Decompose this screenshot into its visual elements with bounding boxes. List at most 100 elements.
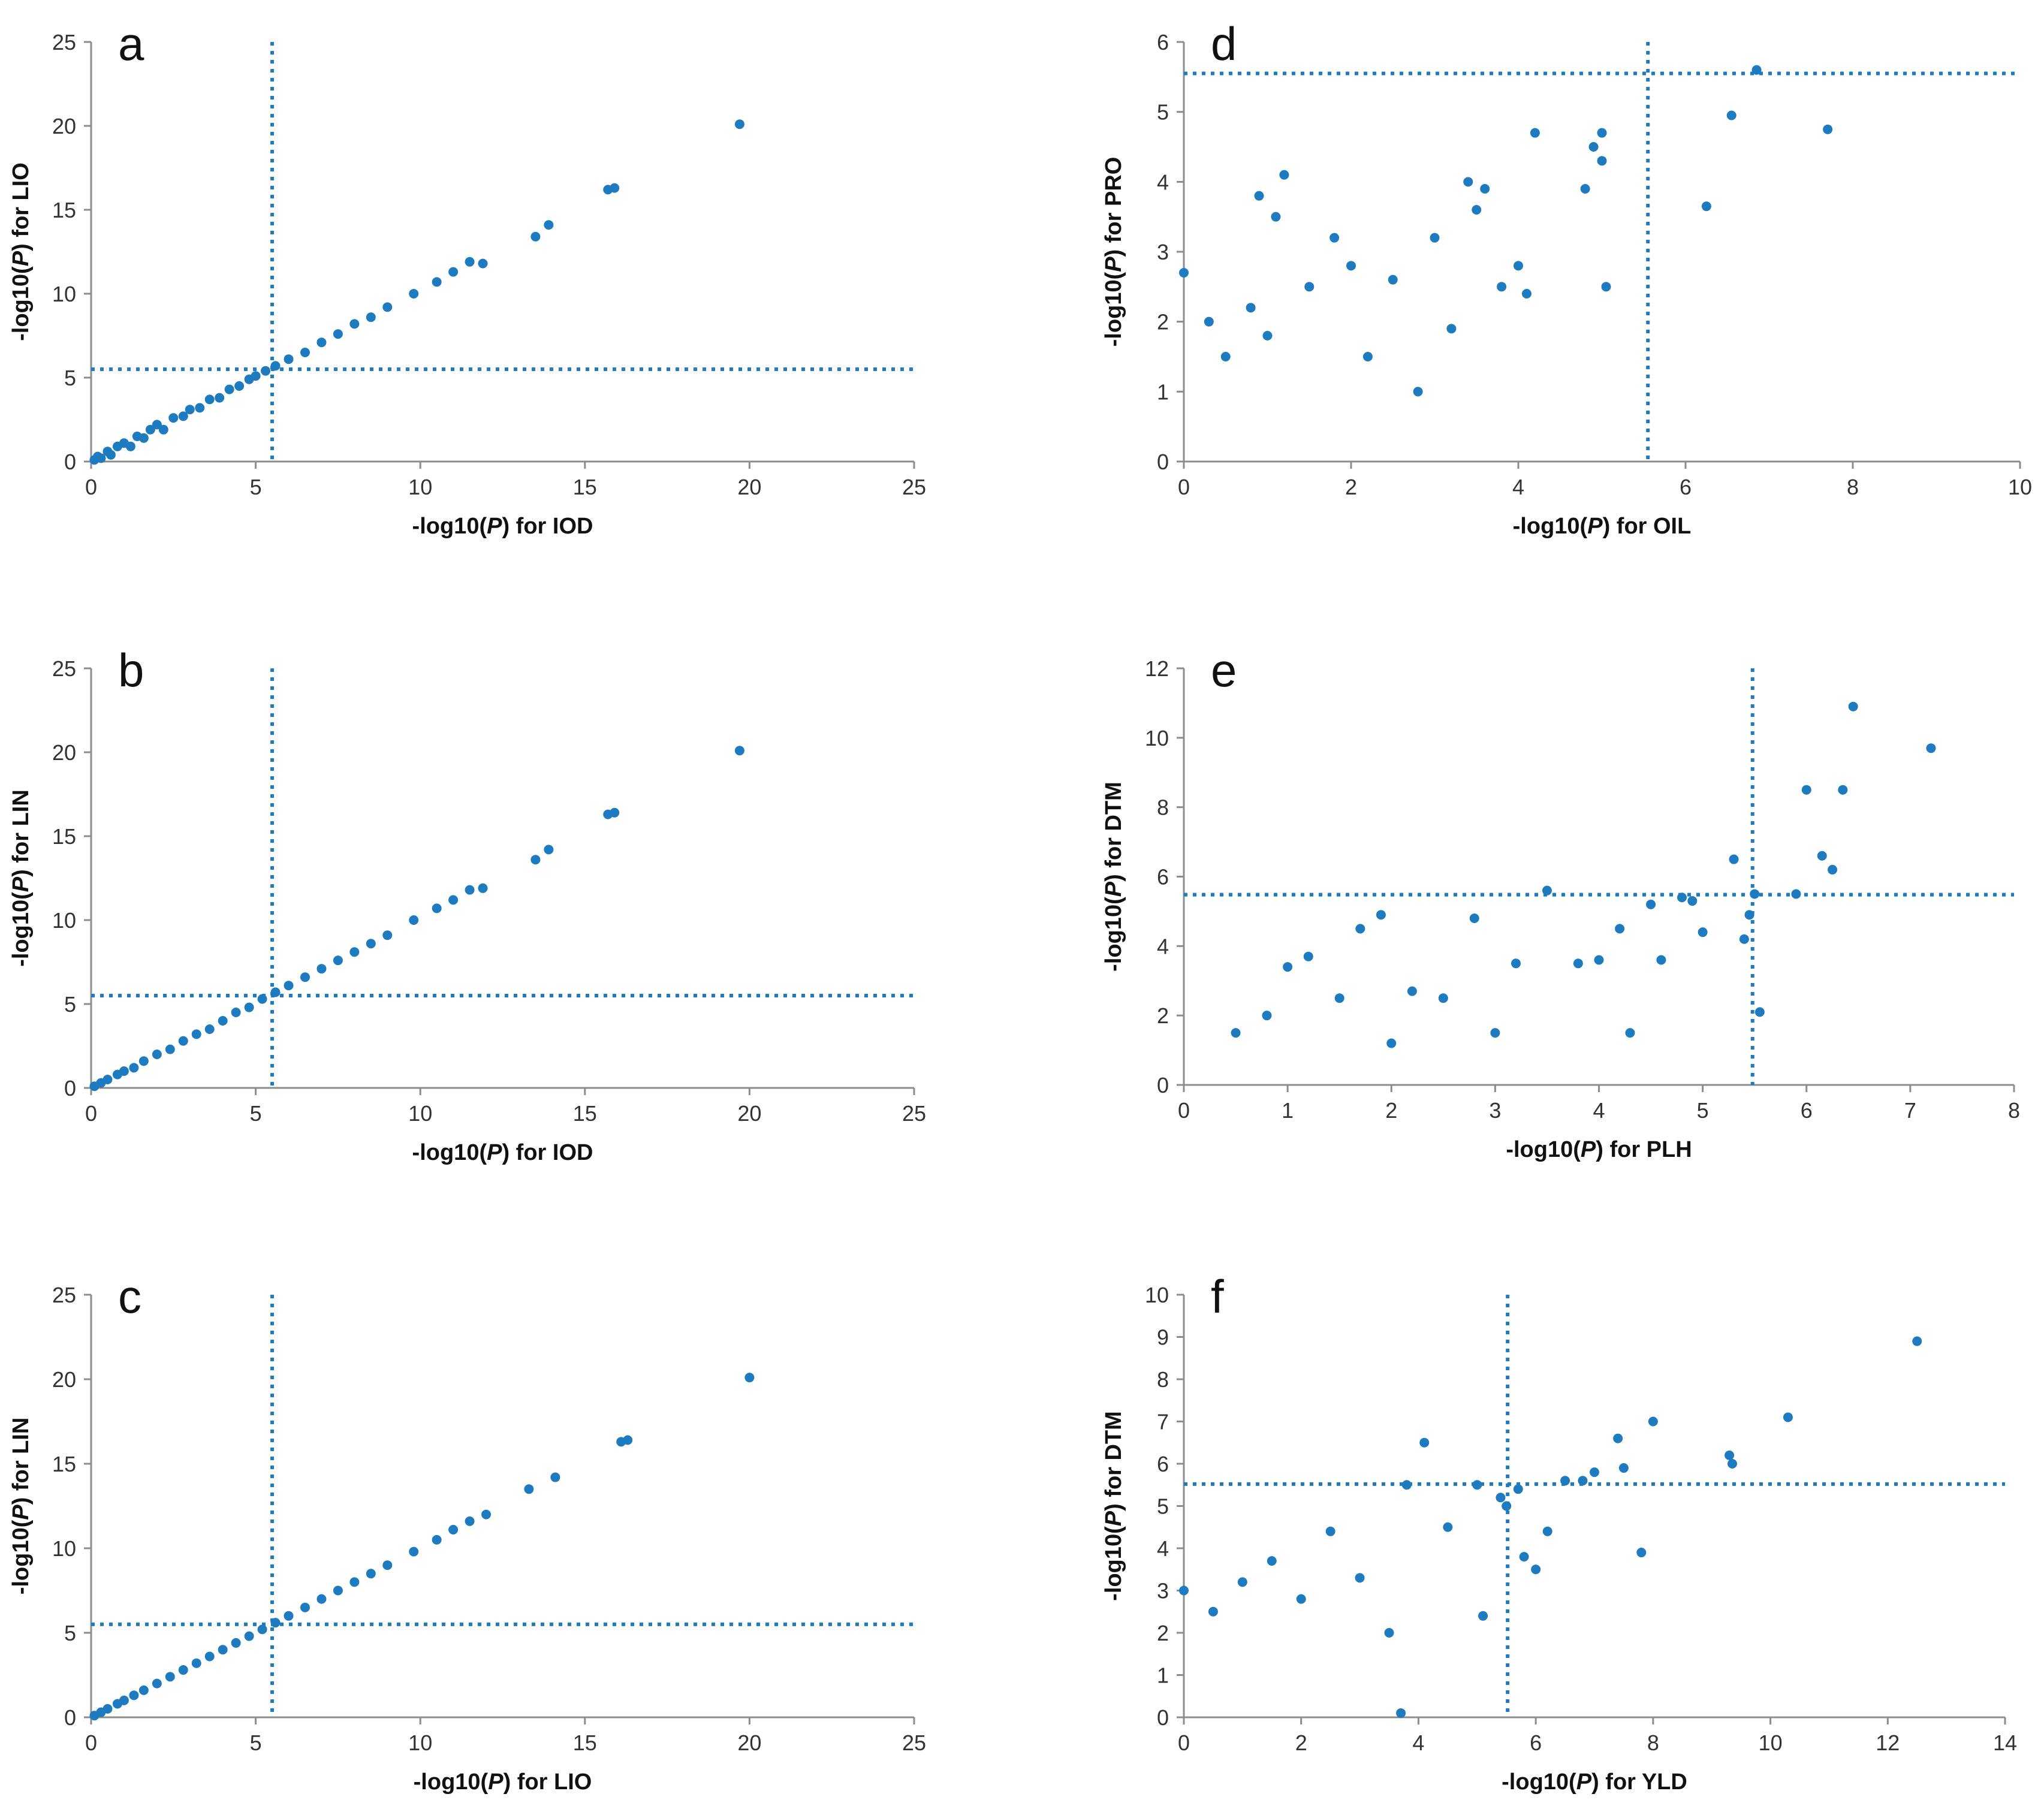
panel-letter: d	[1211, 17, 1237, 70]
y-tick-label: 10	[1145, 726, 1169, 750]
x-tick-label: 0	[1178, 1730, 1190, 1755]
data-point	[448, 895, 459, 905]
y-tick-label: 5	[64, 1621, 76, 1645]
data-point	[610, 807, 620, 818]
x-tick-label: 20	[737, 1730, 761, 1755]
data-point	[1472, 1480, 1482, 1490]
data-point	[432, 1534, 442, 1545]
data-point	[1362, 352, 1373, 361]
data-point	[145, 424, 155, 435]
y-tick-label: 5	[64, 366, 76, 390]
data-point	[530, 855, 541, 865]
y-axis-title: -log10(P) for LIN	[8, 1418, 34, 1595]
y-tick-label: 6	[1157, 30, 1169, 55]
data-point	[195, 403, 205, 413]
data-point	[349, 947, 360, 957]
data-point	[366, 1569, 376, 1579]
data-point	[478, 883, 488, 893]
data-point	[1413, 387, 1423, 397]
data-point	[1329, 233, 1340, 243]
y-tick-label: 7	[1157, 1410, 1169, 1434]
data-point	[1463, 177, 1473, 187]
data-point	[448, 267, 459, 277]
y-tick-label: 0	[1157, 1705, 1169, 1730]
y-axis-title: -log10(P) for PRO	[1101, 157, 1126, 347]
data-point	[1636, 1548, 1647, 1558]
x-tick-label: 4	[1512, 475, 1524, 499]
data-point	[366, 939, 376, 949]
data-point	[1296, 1594, 1306, 1604]
y-tick-label: 3	[1157, 1579, 1169, 1603]
y-tick-label: 15	[52, 824, 76, 849]
data-point	[1618, 1463, 1629, 1473]
data-point	[316, 964, 327, 974]
y-tick-label: 0	[64, 450, 76, 474]
x-axis-title: -log10(P) for LIO	[414, 1769, 592, 1795]
data-point	[1783, 1412, 1793, 1422]
y-tick-label: 0	[1157, 450, 1169, 474]
panel-letter: f	[1211, 1270, 1224, 1323]
panel-letter: b	[118, 644, 144, 697]
x-tick-label: 6	[1530, 1730, 1542, 1755]
y-axis-title: -log10(P) for LIN	[8, 789, 34, 967]
data-point	[1325, 1526, 1335, 1536]
data-point	[257, 1624, 267, 1635]
data-point	[1407, 986, 1417, 996]
data-point	[1386, 1038, 1397, 1048]
data-point	[178, 411, 188, 421]
x-tick-label: 6	[1680, 475, 1692, 499]
data-point	[382, 302, 393, 312]
x-tick-label: 5	[250, 475, 262, 499]
data-point	[1542, 885, 1552, 896]
y-tick-label: 0	[64, 1705, 76, 1730]
data-point	[1443, 1522, 1453, 1532]
data-point	[1698, 927, 1708, 937]
data-point	[119, 1695, 129, 1705]
data-point	[1271, 212, 1281, 222]
data-point	[1511, 958, 1521, 969]
data-point	[1497, 282, 1507, 292]
y-tick-label: 9	[1157, 1325, 1169, 1350]
data-point	[316, 1594, 327, 1604]
x-tick-label: 0	[85, 1101, 97, 1126]
panel-a: a 0 5 10 15 20 25 0 5 10 15 20 25 -log10(P) for IOD -l…	[8, 17, 926, 539]
x-axis-title: -log10(P) for YLD	[1502, 1769, 1687, 1795]
data-point	[349, 319, 360, 329]
y-tick-label: 0	[64, 1076, 76, 1101]
data-point	[138, 1685, 149, 1695]
y-tick-label: 4	[1157, 1536, 1169, 1561]
data-point	[1823, 124, 1833, 134]
data-point	[178, 1665, 188, 1675]
data-point	[102, 1704, 113, 1714]
data-point	[300, 1602, 310, 1612]
data-point	[1625, 1028, 1635, 1038]
y-tick-label: 15	[52, 1452, 76, 1476]
data-point	[1817, 851, 1827, 861]
data-point	[544, 845, 554, 855]
data-point	[432, 277, 442, 287]
data-point	[204, 1024, 215, 1034]
data-point	[1519, 1552, 1529, 1562]
data-point	[270, 987, 281, 997]
data-point	[333, 955, 343, 966]
y-tick-label: 20	[52, 114, 76, 138]
data-point	[165, 1672, 175, 1682]
data-point	[1514, 261, 1523, 271]
x-tick-label: 14	[1993, 1730, 2017, 1755]
data-point	[300, 348, 310, 357]
data-point	[1179, 268, 1189, 278]
x-tick-label: 8	[1647, 1730, 1659, 1755]
data-point	[1828, 864, 1838, 875]
y-tick-label: 2	[1157, 1621, 1169, 1645]
data-point	[152, 1678, 162, 1689]
panel-b: b 0 5 10 15 20 25 0 5 10 15 20 25 -log10(P) for IOD -l…	[8, 644, 926, 1165]
data-point	[530, 231, 541, 242]
data-point	[1303, 951, 1313, 961]
data-point	[524, 1484, 534, 1494]
y-tick-label: 25	[52, 1283, 76, 1307]
y-tick-label: 25	[52, 656, 76, 681]
x-tick-label: 2	[1295, 1730, 1307, 1755]
data-point	[251, 371, 261, 381]
data-point	[550, 1472, 560, 1482]
data-point	[1480, 184, 1490, 194]
